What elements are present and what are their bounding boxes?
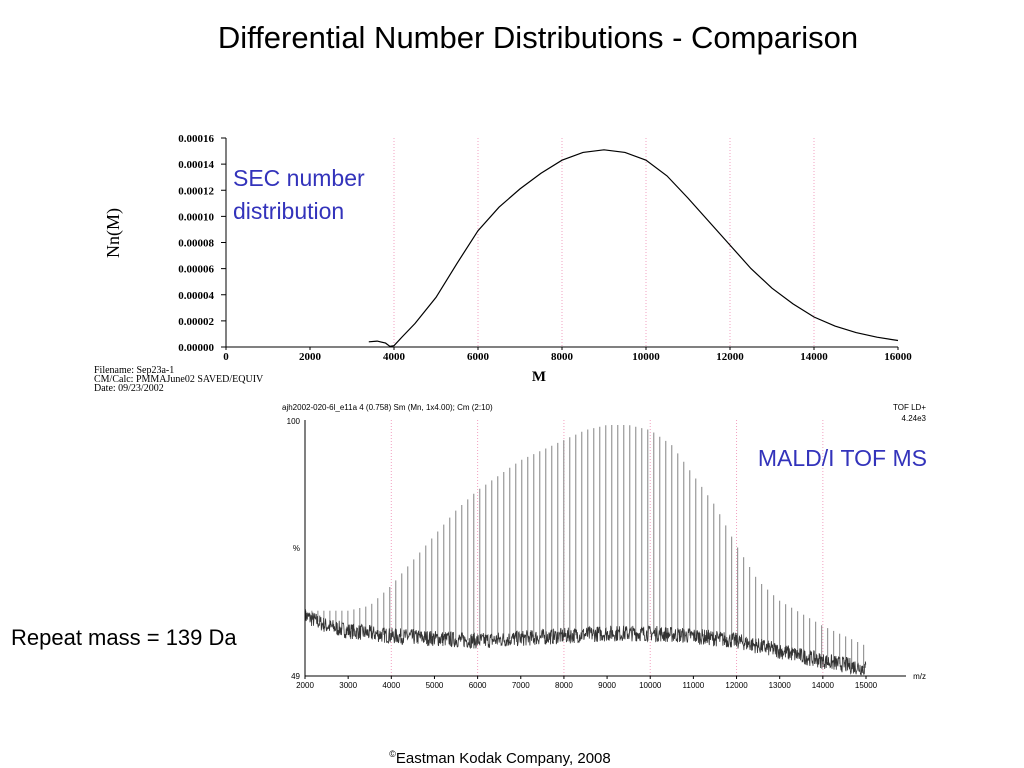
sec-grid xyxy=(393,138,815,347)
sec-x-ticks: 0 2000 4000 6000 8000 10000 12000 14000 16000 xyxy=(223,347,912,363)
sec-y-tick-label: 0.00000 xyxy=(178,342,214,354)
sec-y-ticks: 0.00000 0.00002 0.00004 0.00006 0.00008 0.000… xyxy=(178,133,226,354)
sec-x-tick-label: 16000 xyxy=(884,351,912,363)
maldi-x-tick-label: 5000 xyxy=(426,681,444,690)
maldi-chart: 2000 3000 4000 5000 6000 7000 8000 9000 10000 110… xyxy=(282,403,927,690)
maldi-x-tick-label: 11000 xyxy=(683,681,705,690)
maldi-y-tick-top: 100 xyxy=(287,417,301,426)
maldi-x-tick-label: 4000 xyxy=(382,681,400,690)
maldi-x-tick-label: 2000 xyxy=(296,681,314,690)
sec-y-tick-label: 0.00014 xyxy=(178,159,214,171)
sec-meta-date: Date: 09/23/2002 xyxy=(94,383,164,394)
maldi-x-tick-label: 12000 xyxy=(725,681,748,690)
maldi-y-tick-percent: % xyxy=(293,544,300,553)
maldi-header-right-line2: 4.24e3 xyxy=(902,414,927,423)
sec-x-tick-label: 4000 xyxy=(383,351,406,363)
maldi-header-left: ajh2002-020-6l_e11a 4 (0.758) Sm (Mn, 1x… xyxy=(282,403,493,412)
sec-x-tick-label: 12000 xyxy=(716,351,744,363)
maldi-x-axis-label: m/z xyxy=(913,672,926,681)
sec-y-axis-label: Nn(M) xyxy=(103,208,124,258)
sec-x-tick-label: 6000 xyxy=(467,351,490,363)
maldi-x-tick-label: 6000 xyxy=(469,681,487,690)
sec-annotation-line1: SEC number xyxy=(233,165,365,191)
sec-series-line xyxy=(368,149,899,347)
sec-x-axis-label: M xyxy=(532,369,546,385)
maldi-header-right-line1: TOF LD+ xyxy=(893,403,926,412)
sec-y-tick-label: 0.00008 xyxy=(178,238,214,250)
sec-y-tick-label: 0.00002 xyxy=(178,316,214,328)
maldi-x-tick-label: 8000 xyxy=(555,681,573,690)
copyright-text: Eastman Kodak Company, 2008 xyxy=(395,750,611,767)
maldi-baseline-noise xyxy=(304,609,867,676)
maldi-x-tick-label: 10000 xyxy=(639,681,662,690)
maldi-peaks xyxy=(305,425,865,669)
sec-x-tick-label: 10000 xyxy=(632,351,660,363)
repeat-mass-label: Repeat mass = 139 Da xyxy=(11,625,237,650)
maldi-x-tick-label: 9000 xyxy=(598,681,616,690)
sec-x-tick-label: 2000 xyxy=(299,351,322,363)
sec-x-tick-label: 0 xyxy=(223,351,229,363)
maldi-x-tick-label: 3000 xyxy=(339,681,357,690)
maldi-x-ticks: 2000 3000 4000 5000 6000 7000 8000 9000 10000 110… xyxy=(296,676,878,690)
maldi-x-tick-label: 15000 xyxy=(855,681,878,690)
maldi-x-tick-label: 13000 xyxy=(769,681,792,690)
sec-chart: 0.00000 0.00002 0.00004 0.00006 0.00008 0.000… xyxy=(94,133,912,394)
sec-x-tick-label: 14000 xyxy=(800,351,828,363)
maldi-y-tick-bottom: 49 xyxy=(291,672,300,681)
sec-y-tick-label: 0.00006 xyxy=(178,264,214,276)
sec-y-tick-label: 0.00016 xyxy=(178,133,214,145)
sec-y-tick-label: 0.00004 xyxy=(178,290,214,302)
sec-meta-calc: CM/Calc: PMMAJune02 SAVED/EQUIV xyxy=(94,374,264,385)
maldi-x-tick-label: 14000 xyxy=(812,681,835,690)
maldi-annotation: MALD/I TOF MS xyxy=(758,445,927,471)
sec-y-tick-label: 0.00012 xyxy=(178,185,214,197)
copyright-symbol: © xyxy=(389,749,396,759)
sec-annotation-line2: distribution xyxy=(233,198,344,224)
maldi-x-tick-label: 7000 xyxy=(512,681,530,690)
slide-title: Differential Number Distributions - Comp… xyxy=(217,20,859,55)
copyright-footer: ©Eastman Kodak Company, 2008 xyxy=(0,749,1000,767)
sec-y-tick-label: 0.00010 xyxy=(178,211,214,223)
sec-x-tick-label: 8000 xyxy=(551,351,574,363)
sec-meta-filename: Filename: Sep23a-1 xyxy=(94,365,174,376)
